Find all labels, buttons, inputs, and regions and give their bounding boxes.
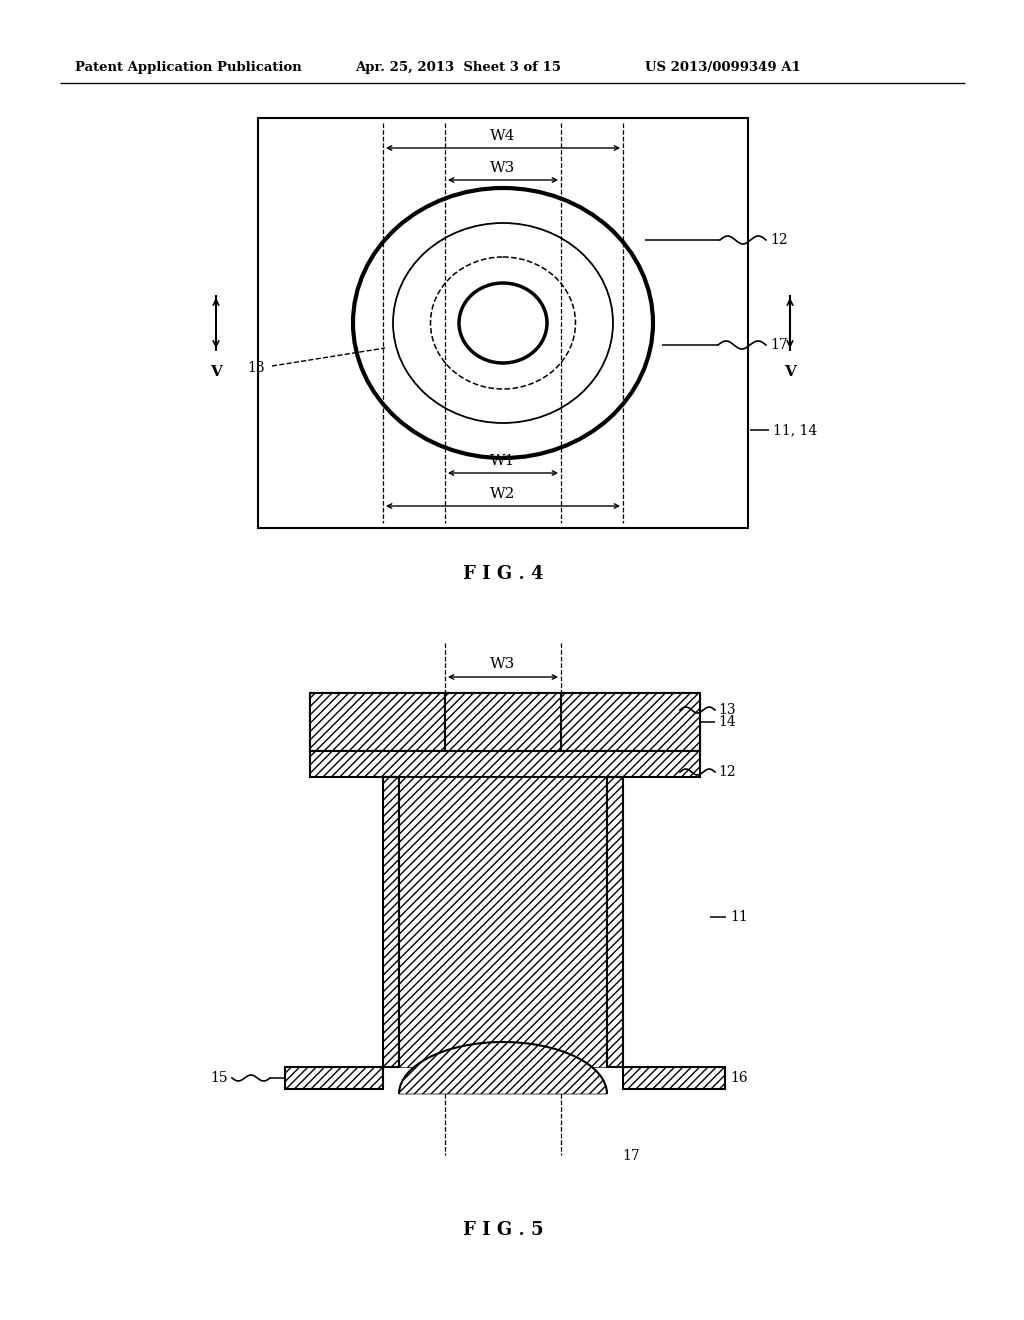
- Bar: [285, 1067, 383, 1089]
- Bar: [623, 1067, 725, 1089]
- Text: W3: W3: [490, 657, 516, 671]
- Polygon shape: [399, 1041, 607, 1094]
- Text: 17: 17: [770, 338, 787, 352]
- Bar: [310, 693, 445, 751]
- Bar: [310, 751, 700, 777]
- Text: Patent Application Publication: Patent Application Publication: [75, 62, 302, 74]
- Text: W1: W1: [490, 808, 516, 822]
- Text: W2: W2: [490, 487, 516, 502]
- Bar: [561, 693, 700, 751]
- Bar: [383, 777, 399, 1067]
- Bar: [310, 693, 445, 751]
- Bar: [607, 777, 623, 1067]
- Bar: [561, 693, 700, 751]
- Text: W2: W2: [490, 863, 516, 876]
- Text: F I G . 4: F I G . 4: [463, 565, 544, 583]
- Text: 15: 15: [210, 1071, 228, 1085]
- Text: 11: 11: [730, 909, 748, 924]
- Text: V: V: [210, 366, 222, 379]
- Bar: [445, 693, 561, 751]
- Text: 12: 12: [718, 766, 735, 779]
- Bar: [445, 693, 561, 751]
- Text: W1: W1: [490, 454, 516, 469]
- Text: 13: 13: [718, 704, 735, 717]
- Text: W4: W4: [490, 920, 516, 935]
- Text: 14: 14: [718, 715, 736, 729]
- Bar: [607, 777, 623, 1067]
- Bar: [258, 117, 748, 528]
- Text: 12: 12: [770, 234, 787, 247]
- Text: Apr. 25, 2013  Sheet 3 of 15: Apr. 25, 2013 Sheet 3 of 15: [355, 62, 561, 74]
- Bar: [383, 777, 399, 1067]
- Bar: [399, 777, 607, 1067]
- Bar: [310, 751, 700, 777]
- Bar: [285, 1067, 383, 1089]
- Bar: [623, 1067, 725, 1089]
- Text: F I G . 5: F I G . 5: [463, 1221, 544, 1239]
- Text: V: V: [784, 366, 796, 379]
- Text: US 2013/0099349 A1: US 2013/0099349 A1: [645, 62, 801, 74]
- Text: 17: 17: [622, 1148, 640, 1163]
- Text: 16: 16: [730, 1071, 748, 1085]
- Text: W3: W3: [490, 161, 516, 176]
- Text: 13: 13: [248, 360, 265, 375]
- Text: W4: W4: [490, 129, 516, 143]
- Text: 11, 14: 11, 14: [773, 422, 817, 437]
- Bar: [399, 777, 607, 1067]
